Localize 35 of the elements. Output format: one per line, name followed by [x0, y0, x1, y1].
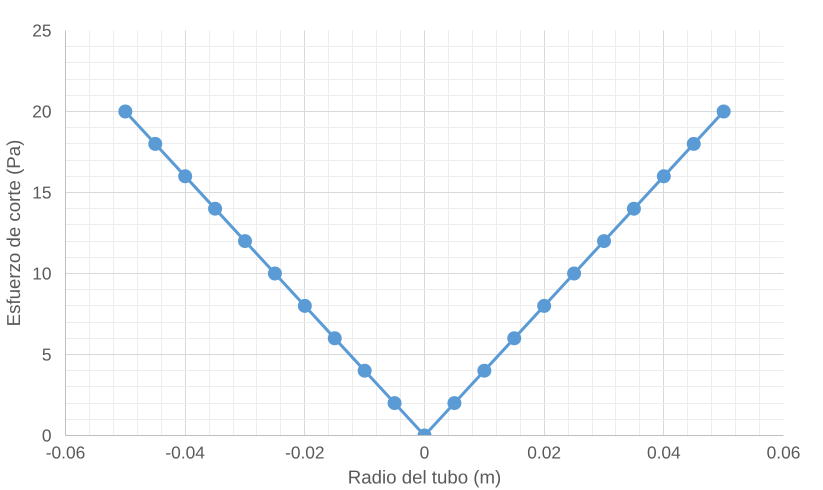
point: [447, 396, 462, 410]
x-tick-label: -0.04: [165, 442, 206, 462]
y-tick-label: 0: [42, 426, 52, 446]
point: [118, 104, 132, 118]
y-tick-label: 5: [42, 344, 52, 364]
x-tick-label: 0.02: [527, 442, 562, 462]
x-tick-label: 0: [420, 442, 430, 462]
x-tick-label: 0.06: [766, 442, 800, 462]
point: [178, 169, 192, 184]
point: [208, 202, 222, 216]
point: [656, 169, 671, 184]
x-tick-label: 0.04: [646, 442, 682, 462]
point: [597, 234, 611, 248]
y-tick-label: 25: [32, 20, 52, 40]
y-tick-label: 15: [32, 182, 52, 202]
y-tick-label: 10: [32, 264, 52, 284]
point: [148, 136, 162, 151]
point: [358, 364, 372, 378]
point: [477, 364, 492, 378]
point: [507, 331, 522, 346]
point: [328, 331, 342, 346]
point: [686, 136, 701, 151]
x-tick-label: -0.02: [285, 442, 325, 462]
point: [238, 234, 252, 248]
point: [716, 104, 731, 118]
point: [388, 396, 402, 410]
y-axis-title: Esfuerzo de corte (Pa): [3, 140, 24, 326]
point: [537, 298, 552, 313]
point: [626, 202, 641, 216]
point: [268, 266, 282, 280]
point: [298, 298, 312, 313]
x-axis-title: Radio del tubo (m): [348, 466, 502, 488]
y-tick-label: 20: [32, 102, 52, 122]
x-tick-label: -0.06: [46, 442, 86, 462]
point: [567, 266, 582, 280]
